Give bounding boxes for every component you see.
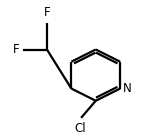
Text: Cl: Cl: [75, 121, 86, 135]
Text: F: F: [44, 6, 50, 19]
Text: F: F: [13, 43, 20, 56]
Text: N: N: [123, 82, 132, 95]
